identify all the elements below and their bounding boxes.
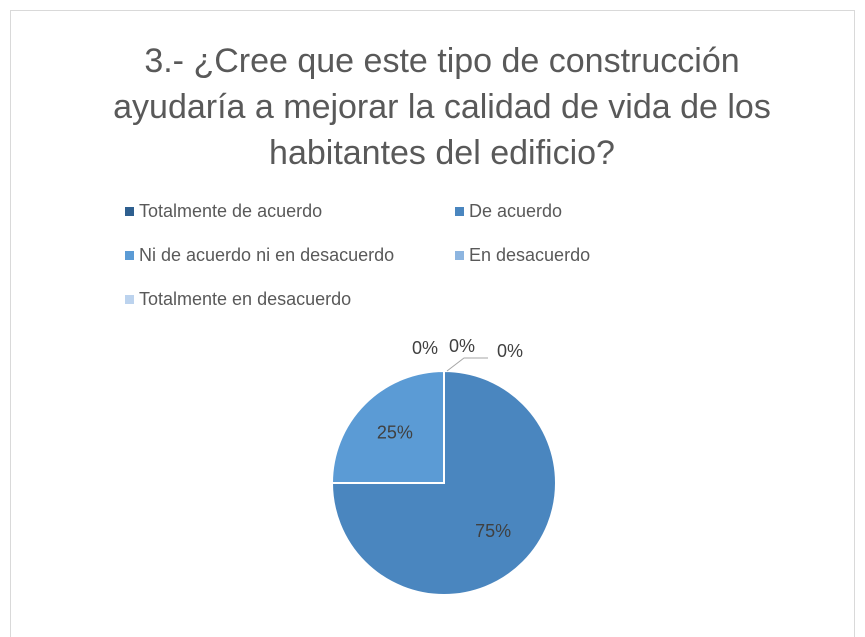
legend-swatch xyxy=(455,251,464,260)
leader-line xyxy=(446,357,488,372)
legend-swatch xyxy=(125,295,134,304)
legend-swatch xyxy=(125,251,134,260)
chart-frame xyxy=(10,10,855,637)
legend-swatch xyxy=(125,207,134,216)
pie-slice xyxy=(330,369,445,484)
legend-label: Ni de acuerdo ni en desacuerdo xyxy=(139,245,394,265)
chart-title: 3.- ¿Cree que este tipo de construcción … xyxy=(113,42,771,172)
legend-label: Totalmente de acuerdo xyxy=(139,201,322,221)
legend-label: En desacuerdo xyxy=(469,245,590,265)
data-label: 0% xyxy=(497,341,523,361)
data-label: 25% xyxy=(377,423,413,443)
data-label: 0% xyxy=(412,338,438,358)
legend-swatch xyxy=(455,207,464,216)
legend-label: Totalmente en desacuerdo xyxy=(139,289,351,309)
data-label: 0% xyxy=(449,336,475,356)
legend-label: De acuerdo xyxy=(469,201,562,221)
data-label: 75% xyxy=(475,521,511,541)
